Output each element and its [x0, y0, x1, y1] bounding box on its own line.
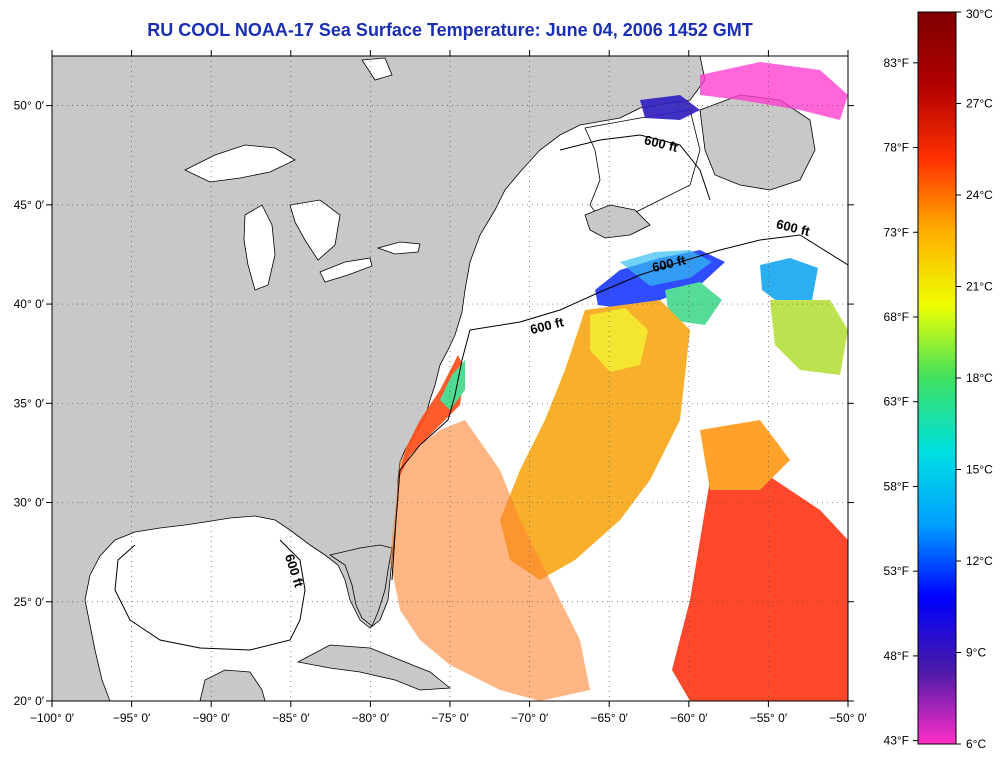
- great-lake-erie: [319, 257, 373, 283]
- lat-tick-label: 45° 0′: [14, 198, 45, 212]
- map-title: RU COOL NOAA-17 Sea Surface Temperature:…: [147, 20, 753, 40]
- sst-east-cold: [760, 258, 818, 305]
- lon-tick-label: −60° 0′: [670, 711, 708, 725]
- lon-tick-label: −65° 0′: [590, 711, 628, 725]
- cb-label-celsius: 30°C: [966, 7, 993, 21]
- sst-central-swath: [500, 300, 690, 580]
- lon-tick-label: −70° 0′: [511, 711, 549, 725]
- lat-tick-label: 35° 0′: [14, 396, 45, 410]
- lat-tick-label: 40° 0′: [14, 297, 45, 311]
- cb-label-celsius: 21°C: [966, 280, 993, 294]
- lon-tick-label: −90° 0′: [192, 711, 230, 725]
- cb-label-fahrenheit: 73°F: [884, 225, 909, 239]
- lon-tick-label: −80° 0′: [352, 711, 390, 725]
- land-florida: [329, 544, 393, 627]
- colorbar: [917, 11, 957, 745]
- cb-label-celsius: 18°C: [966, 371, 993, 385]
- cb-label-celsius: 9°C: [966, 646, 986, 660]
- contour-600ft: [114, 134, 848, 651]
- lon-tick-label: −55° 0′: [750, 711, 788, 725]
- cb-label-celsius: 27°C: [966, 97, 993, 111]
- cb-label-celsius: 24°C: [966, 188, 993, 202]
- sst-gulfstream-yellow: [590, 308, 648, 372]
- sst-east-green: [770, 300, 848, 375]
- cb-label-celsius: 15°C: [966, 463, 993, 477]
- lon-tick-label: −100° 0′: [30, 711, 75, 725]
- cb-label-fahrenheit: 63°F: [884, 395, 909, 409]
- cb-label-fahrenheit: 43°F: [884, 734, 909, 748]
- cb-label-fahrenheit: 58°F: [884, 479, 909, 493]
- land-nova-scotia: [584, 204, 651, 239]
- sst-warm-east-orange: [700, 420, 790, 490]
- sst-data-layer: [390, 62, 848, 701]
- cb-label-fahrenheit: 53°F: [884, 564, 909, 578]
- great-lake-ontario: [376, 241, 421, 255]
- sst-south-swath: [390, 420, 590, 701]
- colorbar-labels: 30°C 27°C 24°C 21°C 18°C 15°C 12°C 9°C 6°C 83°F 78…: [884, 7, 994, 751]
- cb-label-fahrenheit: 68°F: [884, 310, 909, 324]
- cb-label-fahrenheit: 78°F: [884, 141, 909, 155]
- great-lake-huron: [289, 199, 341, 261]
- lat-tick-label: 50° 0′: [14, 99, 45, 113]
- great-lake-michigan: [243, 204, 276, 291]
- lat-tick-label: 25° 0′: [14, 595, 45, 609]
- lat-tick-label: 30° 0′: [14, 496, 45, 510]
- lon-tick-label: −50° 0′: [829, 711, 867, 725]
- hudson-bay-inlet: [361, 57, 393, 81]
- great-lake-superior: [184, 144, 296, 183]
- land-yucatan: [199, 669, 266, 701]
- sst-coastal-green: [440, 360, 465, 410]
- lon-tick-label: −85° 0′: [272, 711, 310, 725]
- cb-label-fahrenheit: 48°F: [884, 649, 909, 663]
- land-cuba: [296, 644, 452, 691]
- lon-tick-label: −95° 0′: [113, 711, 151, 725]
- sst-warm-east: [672, 470, 848, 701]
- cb-label-celsius: 12°C: [966, 554, 993, 568]
- map-axes: −100° 0′ −95° 0′ −90° 0′ −85° 0′ −80° 0′ −75°…: [14, 50, 867, 725]
- cb-label-fahrenheit: 83°F: [884, 56, 909, 70]
- sst-north-blue: [640, 95, 700, 120]
- lon-tick-label: −75° 0′: [431, 711, 469, 725]
- lat-tick-label: 20° 0′: [14, 694, 45, 708]
- sst-north-magenta: [700, 62, 848, 120]
- cb-label-celsius: 6°C: [966, 737, 986, 751]
- sst-nova-green: [665, 282, 722, 325]
